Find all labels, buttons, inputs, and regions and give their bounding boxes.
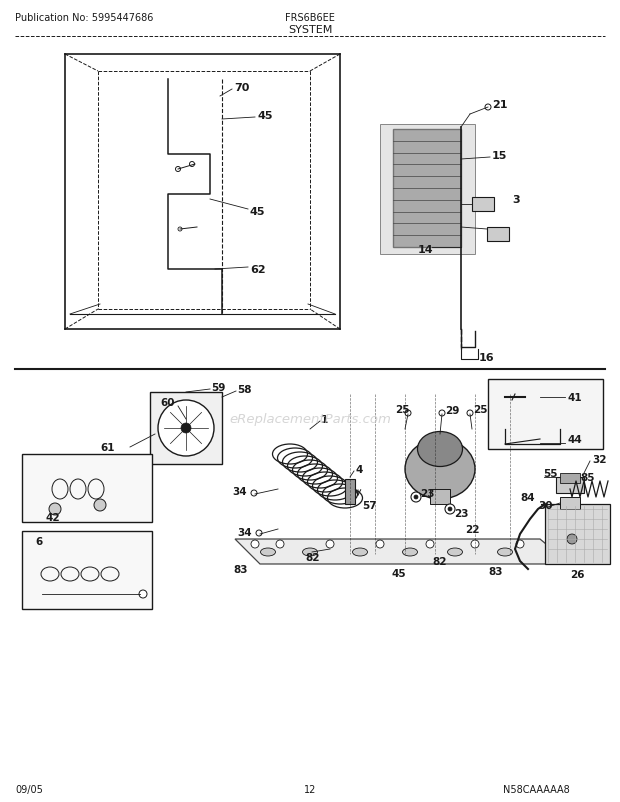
Circle shape [405,411,411,416]
Circle shape [181,423,191,433]
Circle shape [49,504,61,516]
Text: 42: 42 [45,512,60,522]
Text: 83: 83 [488,566,502,577]
Ellipse shape [402,549,417,557]
Ellipse shape [353,549,368,557]
Text: 58: 58 [237,384,252,395]
Text: 62: 62 [250,265,265,274]
Text: 29: 29 [445,406,459,415]
Bar [488,379,603,449]
Ellipse shape [405,439,475,500]
Circle shape [516,541,524,549]
Circle shape [178,228,182,232]
Text: 25: 25 [395,404,409,415]
Text: 32: 32 [592,455,606,464]
Bar [112,457,126,468]
Text: 55: 55 [543,468,557,479]
Text: 23: 23 [420,488,435,498]
Text: 45: 45 [257,111,273,121]
Bar [560,473,580,484]
Circle shape [467,411,473,416]
Polygon shape [545,504,610,565]
Circle shape [276,541,284,549]
Circle shape [439,411,445,416]
Circle shape [448,508,452,512]
Bar [22,455,152,522]
Ellipse shape [448,549,463,557]
Ellipse shape [260,549,275,557]
Circle shape [485,105,491,111]
Circle shape [426,541,434,549]
Text: 16: 16 [479,353,495,363]
Text: 25: 25 [473,404,487,415]
Text: 1: 1 [321,415,328,424]
Circle shape [414,496,418,500]
Bar [393,130,461,248]
Text: SYSTEM: SYSTEM [288,25,332,35]
Text: 82: 82 [305,553,319,562]
Polygon shape [235,539,570,565]
Text: 3: 3 [512,195,520,205]
Bar [487,228,509,241]
Text: 34: 34 [237,528,252,537]
Text: 26: 26 [570,569,585,579]
Text: 70: 70 [234,83,249,93]
Text: 44: 44 [567,435,582,444]
Circle shape [326,541,334,549]
Text: 57: 57 [362,500,376,510]
Circle shape [175,168,180,172]
Circle shape [567,534,577,545]
Circle shape [251,541,259,549]
Circle shape [376,541,384,549]
Text: 6: 6 [35,537,42,546]
Text: 59: 59 [211,383,226,392]
Bar [345,480,355,504]
Text: 34: 34 [232,486,247,496]
Text: 21: 21 [492,100,508,110]
Ellipse shape [497,549,513,557]
Text: 15: 15 [492,151,507,160]
Text: 30: 30 [538,500,552,510]
Circle shape [256,530,262,537]
Text: 45: 45 [250,207,265,217]
Text: 82: 82 [432,557,446,566]
Bar [380,125,475,255]
Text: eReplacementParts.com: eReplacementParts.com [229,413,391,426]
Text: FRS6B6EE: FRS6B6EE [285,13,335,23]
Ellipse shape [303,549,317,557]
Bar [22,532,152,610]
Text: 85: 85 [580,472,595,482]
Circle shape [411,492,421,502]
Text: 45: 45 [392,569,407,578]
Ellipse shape [417,432,463,467]
Circle shape [158,400,214,456]
Bar [108,461,130,480]
Text: 41: 41 [567,392,582,403]
Text: 84: 84 [520,492,534,502]
Text: 4: 4 [356,464,363,475]
Bar [556,477,584,493]
Bar [472,198,494,212]
Circle shape [139,590,147,598]
Text: 23: 23 [454,508,469,518]
Text: Publication No: 5995447686: Publication No: 5995447686 [15,13,153,23]
Text: 09/05: 09/05 [15,784,43,794]
Circle shape [445,504,455,514]
Circle shape [190,162,195,168]
Text: 61: 61 [100,443,115,452]
Bar [150,392,222,464]
Circle shape [251,490,257,496]
Bar [560,497,580,509]
Text: 12: 12 [304,784,316,794]
Text: 60: 60 [160,398,174,407]
Text: 22: 22 [465,525,479,534]
Circle shape [471,541,479,549]
Text: N58CAAAAA8: N58CAAAAA8 [503,784,570,794]
Circle shape [546,541,554,549]
Bar [430,489,450,504]
Text: 83: 83 [233,565,247,574]
Text: 14: 14 [418,245,433,255]
Circle shape [94,500,106,512]
